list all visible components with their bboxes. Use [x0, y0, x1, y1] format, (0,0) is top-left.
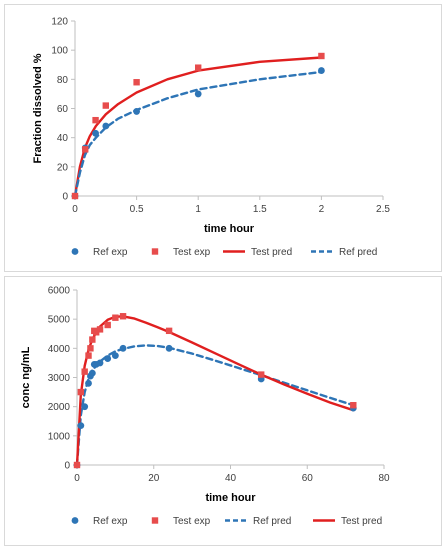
data-point-test-exp [73, 461, 81, 469]
series-line-test-pred [75, 315, 355, 467]
legend-swatch-ref-exp [71, 517, 79, 524]
plasma-concentration-chart-panel: 0 1000 2000 3000 4000 5000 6000 0 20 40 60 80 time h… [4, 276, 442, 546]
data-point-test-exp [350, 402, 357, 409]
data-point-test-exp [112, 314, 119, 321]
x-tick-label: 0 [72, 204, 78, 215]
y-tick-label: 6000 [48, 286, 71, 297]
x-axis-title: time hour [204, 223, 255, 235]
y-tick-label: 1000 [48, 431, 71, 442]
data-point-test-exp [102, 102, 109, 109]
data-point-ref-exp [85, 379, 92, 387]
x-tick-label: 2 [319, 204, 325, 215]
series-line-ref-pred [75, 344, 355, 467]
data-point-test-exp [133, 79, 140, 86]
y-axis-title: conc ng/mL [20, 346, 32, 408]
legend-swatch-test-exp [151, 517, 159, 524]
data-point-test-exp [96, 326, 104, 333]
data-point-test-exp [165, 327, 173, 335]
y-tick-label: 120 [51, 17, 68, 28]
x-tick-label: 1 [195, 204, 201, 215]
plasma-concentration-chart: 0 1000 2000 3000 4000 5000 6000 0 20 40 60 80 time h… [20, 286, 390, 528]
data-point-test-exp [92, 329, 100, 336]
dissolution-chart-panel: 0 20 40 60 80 100 120 0 0.5 1 1.5 2 2.5 time hour Frac… [4, 4, 442, 272]
legend-label-test-pred: Test pred [251, 247, 292, 258]
data-point-test-exp [81, 368, 88, 375]
series-line-ref-pred [73, 70, 323, 198]
y-tick-label: 5000 [48, 315, 71, 326]
data-point-ref-exp [133, 108, 141, 115]
data-point-ref-exp [92, 129, 99, 137]
x-tick-label: 1.5 [253, 204, 267, 215]
legend-label-ref-exp: Ref exp [93, 247, 128, 258]
data-point-test-exp [119, 313, 127, 320]
data-point-ref-exp [77, 422, 85, 430]
dissolution-chart: 0 20 40 60 80 100 120 0 0.5 1 1.5 2 2.5 time hour Frac… [32, 17, 390, 259]
y-tick-label: 0 [62, 192, 68, 203]
y-tick-label: 2000 [48, 402, 71, 413]
data-point-ref-exp [96, 359, 104, 367]
legend-swatch-ref-exp [71, 248, 79, 255]
y-tick-label: 40 [57, 133, 69, 144]
data-point-test-exp [89, 336, 96, 343]
data-point-test-exp [104, 321, 111, 329]
data-point-ref-exp [81, 403, 89, 411]
data-point-ref-exp [104, 355, 112, 362]
data-point-test-exp [92, 116, 99, 124]
y-tick-label: 4000 [48, 344, 71, 355]
legend-label-ref-exp: Ref exp [93, 516, 128, 527]
y-tick-label: 3000 [48, 373, 71, 384]
x-tick-label: 20 [148, 473, 160, 484]
y-tick-label: 80 [57, 75, 69, 86]
legend-label-test-pred: Test pred [341, 516, 382, 527]
series-line-test-pred [73, 56, 323, 198]
data-point-test-exp [87, 345, 94, 352]
x-tick-label: 60 [302, 473, 314, 484]
x-tick-label: 40 [225, 473, 237, 484]
x-tick-label: 0.5 [130, 204, 144, 215]
legend-label-test-exp: Test exp [173, 516, 211, 527]
y-tick-label: 20 [57, 162, 69, 173]
data-point-ref-exp [119, 344, 127, 352]
y-tick-label: 0 [64, 461, 70, 472]
legend-label-ref-pred: Ref pred [339, 247, 377, 258]
legend-label-test-exp: Test exp [173, 247, 211, 258]
x-axis-title: time hour [205, 492, 256, 504]
x-tick-label: 80 [378, 473, 390, 484]
x-tick-label: 0 [74, 473, 80, 484]
data-point-ref-exp [165, 344, 173, 352]
x-tick-label: 2.5 [376, 204, 390, 215]
data-point-test-exp [77, 388, 85, 396]
y-tick-label: 100 [51, 46, 68, 57]
data-point-test-exp [85, 352, 92, 359]
y-axis-title: Fraction dissolved % [32, 53, 44, 163]
data-point-ref-exp [102, 122, 110, 130]
data-point-test-exp [258, 371, 265, 378]
data-point-ref-exp [111, 352, 119, 360]
data-point-test-exp [71, 192, 79, 200]
y-tick-label: 60 [57, 104, 69, 115]
data-point-test-exp [82, 146, 89, 153]
data-point-ref-exp [318, 67, 325, 74]
data-point-test-exp [195, 64, 202, 71]
legend-label-ref-pred: Ref pred [253, 516, 291, 527]
data-point-ref-exp [88, 369, 96, 377]
legend-swatch-test-exp [151, 248, 159, 255]
data-point-test-exp [318, 52, 325, 60]
data-point-ref-exp [194, 90, 202, 98]
